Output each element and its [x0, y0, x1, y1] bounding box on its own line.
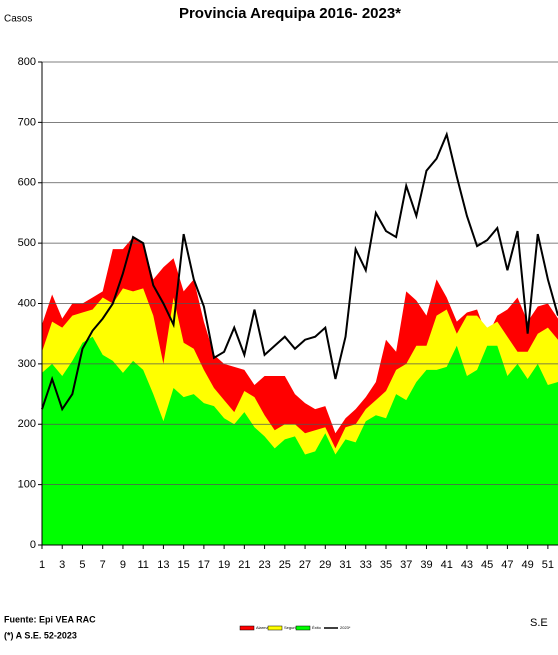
x-tick-label: 3	[59, 559, 65, 571]
x-tick-label: 41	[441, 559, 453, 571]
x-tick-label: 25	[279, 559, 291, 571]
legend-label: Alarma	[256, 625, 269, 630]
y-tick-label: 200	[18, 418, 36, 430]
x-tick-label: 31	[339, 559, 351, 571]
y-tick-label: 300	[18, 358, 36, 370]
x-tick-label: 49	[522, 559, 534, 571]
x-tick-label: 19	[218, 559, 230, 571]
legend-label: Éxito	[312, 625, 322, 630]
x-tick-label: 29	[319, 559, 331, 571]
x-tick-label: 45	[481, 559, 493, 571]
footnote: (*) A S.E. 52-2023	[4, 630, 77, 640]
y-tick-label: 700	[18, 116, 36, 128]
x-tick-label: 47	[501, 559, 513, 571]
legend-label: 2023*	[340, 625, 351, 630]
x-tick-label: 35	[380, 559, 392, 571]
x-tick-label: 43	[461, 559, 473, 571]
source-note: Fuente: Epi VEA RAC	[4, 614, 96, 624]
y-tick-label: 600	[18, 177, 36, 189]
y-tick-label: 400	[18, 297, 36, 309]
x-tick-label: 27	[299, 559, 311, 571]
legend-swatch	[267, 625, 283, 631]
y-tick-label: 800	[18, 56, 36, 68]
x-tick-label: 5	[79, 559, 85, 571]
y-tick-label: 500	[18, 237, 36, 249]
x-tick-label: 7	[100, 559, 106, 571]
y-tick-label: 0	[30, 539, 36, 551]
x-tick-label: 17	[198, 559, 210, 571]
x-tick-label: 51	[542, 559, 554, 571]
x-tick-label: 39	[420, 559, 432, 571]
x-tick-label: 15	[178, 559, 190, 571]
x-tick-label: 1	[39, 559, 45, 571]
x-tick-label: 21	[238, 559, 250, 571]
y-axis-label: Casos	[4, 14, 32, 25]
legend-swatch	[295, 625, 311, 631]
legend-swatch	[239, 625, 255, 631]
y-tick-label: 100	[18, 479, 36, 491]
x-tick-label: 37	[400, 559, 412, 571]
legend-label: Seguridad	[284, 625, 302, 630]
x-axis-label: S.E	[530, 617, 548, 629]
x-tick-label: 11	[137, 559, 148, 571]
x-tick-label: 33	[360, 559, 372, 571]
area	[42, 336, 558, 545]
x-tick-label: 23	[258, 559, 270, 571]
x-tick-label: 13	[157, 559, 169, 571]
line	[41, 131, 558, 412]
x-tick-label: 9	[120, 559, 126, 571]
chart-title: Provincia Arequipa 2016- 2023*	[179, 5, 401, 22]
